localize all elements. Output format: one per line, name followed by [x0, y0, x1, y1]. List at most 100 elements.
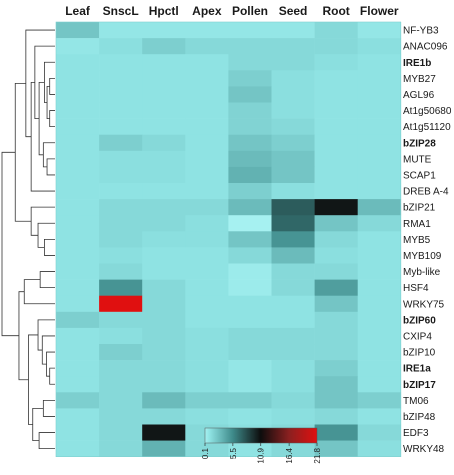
heatmap-cell [357, 183, 402, 200]
heatmap-cell [185, 86, 229, 103]
heatmap-cell [357, 263, 402, 280]
heatmap-cell [185, 22, 229, 39]
heatmap-cell [56, 134, 100, 152]
heatmap-cell [357, 199, 402, 216]
heatmap-cell [357, 22, 402, 39]
heatmap-cell [271, 295, 315, 313]
heatmap-cell [228, 150, 272, 168]
heatmap-cell [314, 327, 358, 345]
heatmap-cell [185, 183, 229, 200]
heatmap-cell [271, 102, 315, 119]
row-label: HSF4 [403, 283, 429, 294]
heatmap-cell [56, 166, 100, 184]
row-label: MUTE [403, 154, 432, 165]
heatmap-cell [357, 344, 402, 361]
heatmap-cell [228, 327, 272, 345]
heatmap-cell [314, 408, 358, 425]
row-label: ANAC096 [403, 42, 448, 53]
heatmap-cell [185, 102, 229, 119]
heatmap-cell [142, 424, 186, 441]
heatmap-cell [56, 263, 100, 280]
heatmap-cell [56, 408, 100, 425]
heatmap-cell [314, 22, 358, 39]
heatmap-cell [357, 311, 402, 329]
heatmap-cell [271, 134, 315, 152]
dendrogram-branch [46, 351, 55, 377]
heatmap-cell [56, 311, 100, 329]
dendrogram-branch [1, 151, 19, 337]
heatmap-cell [56, 215, 100, 232]
heatmap-cell [228, 279, 272, 296]
column-label: Seed [279, 4, 308, 18]
heatmap-cell [142, 247, 186, 264]
heatmap-cell [56, 231, 100, 248]
heatmap-cell [142, 166, 186, 184]
row-label: bZIP60 [403, 315, 436, 326]
dendrogram-branch [49, 110, 55, 128]
dendrogram-branch [32, 408, 44, 441]
heatmap-cell [228, 215, 272, 232]
heatmap-cell [99, 150, 143, 168]
heatmap-cell [142, 376, 186, 393]
heatmap-cell [99, 247, 143, 264]
dendrogram-branch [46, 158, 55, 176]
heatmap-cell [357, 166, 402, 184]
heatmap-cell [142, 344, 186, 361]
heatmap-cell [314, 102, 358, 119]
heatmap-cell [314, 440, 358, 457]
color-scale-tick-label: 5.5 [229, 447, 238, 459]
row-label: TM06 [403, 396, 429, 407]
row-label: bZIP10 [403, 348, 436, 359]
row-label: bZIP48 [403, 412, 436, 423]
heatmap-cell [185, 38, 229, 55]
heatmap-cell [228, 102, 272, 119]
heatmap-cell [142, 22, 186, 39]
dendrogram-branch [42, 142, 55, 168]
dendrogram-branch [41, 335, 55, 365]
row-label: bZIP17 [403, 380, 436, 391]
heatmap-cell [357, 279, 402, 296]
heatmap-cell [142, 183, 186, 200]
heatmap-cell [271, 408, 315, 425]
color-scale-legend: 0.1 5.5 10.9 16.4 21.8 [201, 427, 322, 464]
heatmap-cell [99, 86, 143, 103]
heatmap-cell [142, 215, 186, 232]
heatmap-cell [99, 38, 143, 55]
heatmap-cell [99, 440, 143, 457]
heatmap-cell [142, 38, 186, 55]
heatmap-cell [271, 263, 315, 280]
dendrogram-branch [39, 271, 55, 289]
heatmap-cell [142, 295, 186, 313]
column-label: Pollen [232, 4, 268, 18]
heatmap-cell [185, 344, 229, 361]
heatmap-cell [99, 392, 143, 409]
heatmap-cell [142, 408, 186, 425]
heatmap-cell [185, 231, 229, 248]
row-label: WRKY75 [403, 299, 445, 310]
heatmap-cell [185, 215, 229, 232]
heatmap-cell [99, 408, 143, 425]
heatmap-cell [56, 344, 100, 361]
dendrogram-branch [49, 367, 55, 385]
heatmap-cell [357, 134, 402, 152]
heatmap-cell [56, 440, 100, 457]
heatmap-cell [99, 424, 143, 441]
row-label: At1g51120 [403, 122, 451, 133]
heatmap-cell [99, 70, 143, 87]
dendrogram-branch [38, 432, 55, 450]
heatmap-cell [314, 311, 358, 329]
row-label: MYB5 [403, 235, 431, 246]
heatmap-cell [56, 295, 100, 313]
heatmap-cell [271, 215, 315, 232]
heatmap-cell [185, 440, 229, 457]
heatmap-cell [314, 54, 358, 71]
heatmap-cell [142, 102, 186, 119]
heatmap-cell [185, 134, 229, 152]
heatmap-cell [314, 38, 358, 55]
heatmap-cell [271, 344, 315, 361]
heatmap-cell [357, 231, 402, 248]
heatmap-cell [99, 279, 143, 296]
column-label: Flower [360, 4, 399, 18]
heatmap-cell [314, 150, 358, 168]
